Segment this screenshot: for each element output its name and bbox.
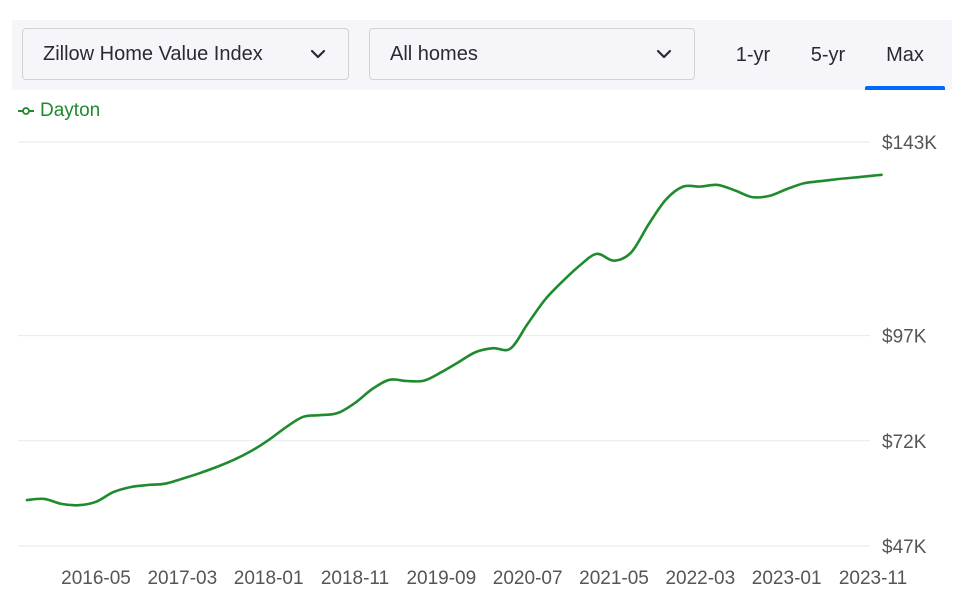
chevron-down-icon — [656, 49, 672, 59]
x-tick-label: 2020-07 — [493, 568, 563, 589]
y-axis: $47K $72K $97K $143K — [882, 133, 937, 558]
grid-lines — [18, 141, 870, 547]
metric-dropdown[interactable]: Zillow Home Value Index — [22, 28, 349, 80]
chart-controls: Zillow Home Value Index All homes 1-yr 5… — [12, 20, 952, 90]
legend-series-label: Dayton — [40, 100, 101, 121]
tab-max-label: Max — [886, 44, 924, 66]
y-tick-label: $47K — [882, 537, 927, 558]
selected-tab-indicator — [865, 86, 945, 90]
x-tick-label: 2016-05 — [61, 568, 131, 589]
y-tick-label: $72K — [882, 432, 927, 453]
x-tick-label: 2023-11 — [839, 568, 907, 589]
chart-legend[interactable]: Dayton — [18, 99, 100, 123]
y-tick-label: $97K — [882, 327, 927, 348]
home-type-dropdown[interactable]: All homes — [369, 28, 695, 80]
chevron-down-icon — [310, 49, 326, 59]
x-axis: 2016-05 2017-03 2018-01 2018-11 2019-09 2020-… — [61, 568, 907, 589]
tab-1-yr[interactable]: 1-yr — [735, 44, 771, 66]
x-tick-label: 2017-03 — [147, 568, 217, 589]
series-line-dayton — [25, 173, 883, 507]
x-tick-label: 2021-05 — [579, 568, 649, 589]
x-tick-label: 2022-03 — [665, 568, 735, 589]
home-type-dropdown-label: All homes — [390, 42, 478, 65]
tab-max[interactable]: Max — [865, 20, 945, 90]
x-tick-label: 2023-01 — [752, 568, 822, 589]
tab-5-yr[interactable]: 5-yr — [810, 44, 846, 66]
x-tick-label: 2019-09 — [406, 568, 476, 589]
metric-dropdown-label: Zillow Home Value Index — [43, 42, 263, 65]
x-tick-label: 2018-11 — [321, 568, 389, 589]
x-tick-label: 2018-01 — [234, 568, 304, 589]
y-tick-label: $143K — [882, 133, 937, 154]
series-layer — [25, 173, 883, 507]
series-marker-icon — [18, 107, 34, 115]
